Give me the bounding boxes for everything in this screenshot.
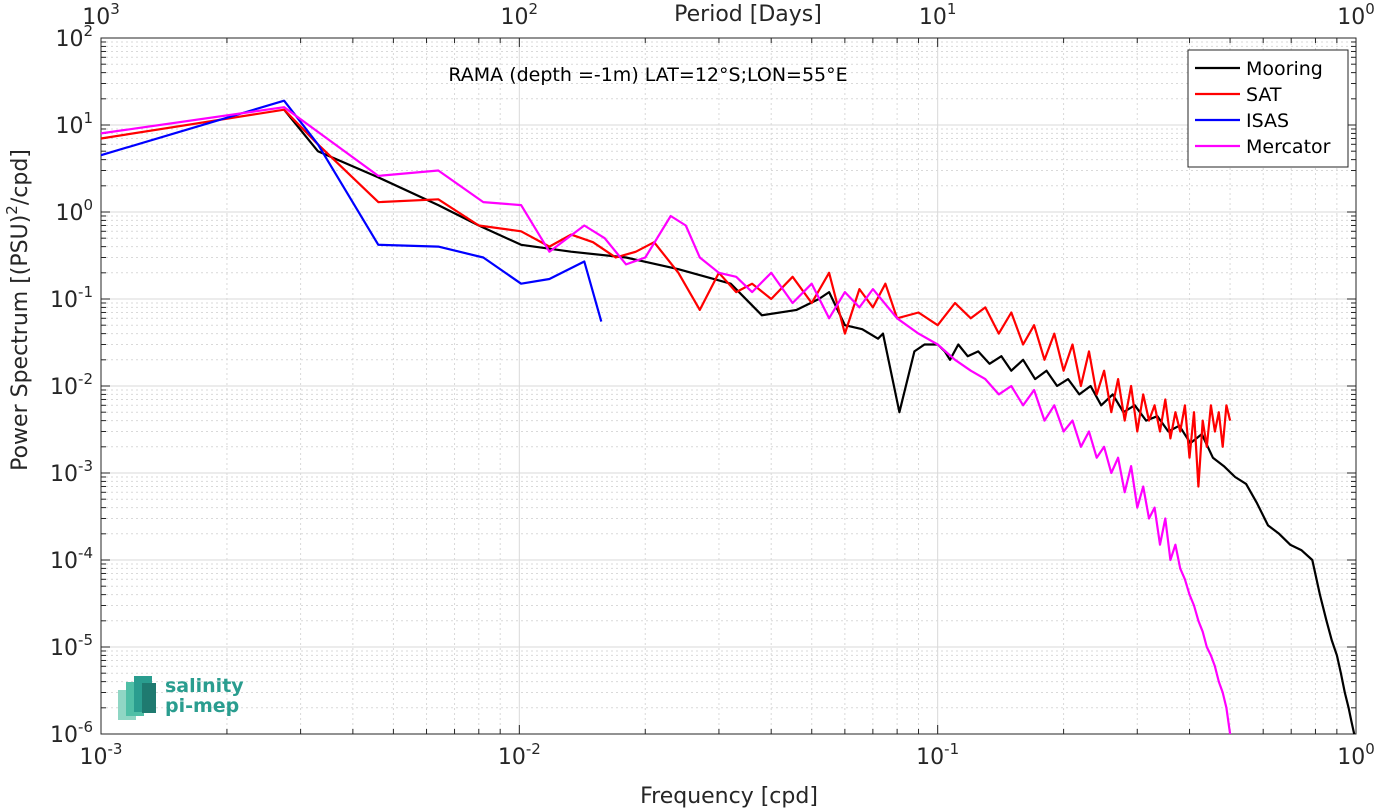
logo-line2: pi-mep [165,695,239,717]
x2-tick-label: 102 [501,0,539,30]
logo-line1: salinity [165,675,244,697]
legend-label: ISAS [1246,110,1289,132]
x2-tick-label: 100 [1337,0,1375,30]
y-tick-label: 10-6 [50,718,93,748]
y-axis-label: Power Spectrum [(PSU)2/cpd] [3,149,33,471]
legend-label: SAT [1246,84,1282,106]
x2-axis-label: Period [Days] [674,2,822,27]
series-line-mercator [100,106,1232,735]
x-tick-label: 10-2 [498,740,541,770]
x-tick-label: 10-3 [80,740,123,770]
y-tick-label: 10-1 [50,283,93,313]
series-line-isas [100,99,603,322]
salinity-pi-mep-logo: salinity pi-mep [118,675,244,720]
legend-label: Mooring [1246,58,1323,80]
y-tick-label: 10-4 [50,544,93,574]
y-tick-label: 100 [55,196,93,226]
legend: Mooring SAT ISAS Mercator [1187,49,1349,168]
x2-tick-label: 101 [919,0,957,30]
grid [100,38,1356,735]
y-tick-label: 102 [55,22,93,52]
x-axis-label: Frequency [cpd] [640,784,818,809]
y-tick-label: 10-3 [50,457,93,487]
chart-title: RAMA (depth =-1m) LAT=12°S;LON=55°E [448,64,847,86]
x2-tick-label: 103 [82,0,120,30]
legend-box [1187,49,1349,168]
series [100,99,1356,735]
series-line-mooring [283,109,1356,735]
y-tick-label: 10-2 [50,370,93,400]
x-tick-label: 10-1 [916,740,959,770]
series-line-sat [100,108,1232,488]
x-tick-label: 100 [1337,740,1375,770]
y-tick-label: 101 [55,109,93,139]
y-tick-label: 10-5 [50,631,93,661]
legend-label: Mercator [1246,136,1331,158]
